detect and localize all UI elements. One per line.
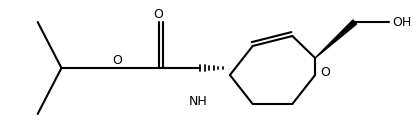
Text: O: O <box>320 67 330 79</box>
Text: O: O <box>154 7 163 21</box>
Text: NH: NH <box>189 95 208 108</box>
Text: OH: OH <box>392 15 412 29</box>
Polygon shape <box>315 20 357 58</box>
Text: O: O <box>112 54 122 67</box>
